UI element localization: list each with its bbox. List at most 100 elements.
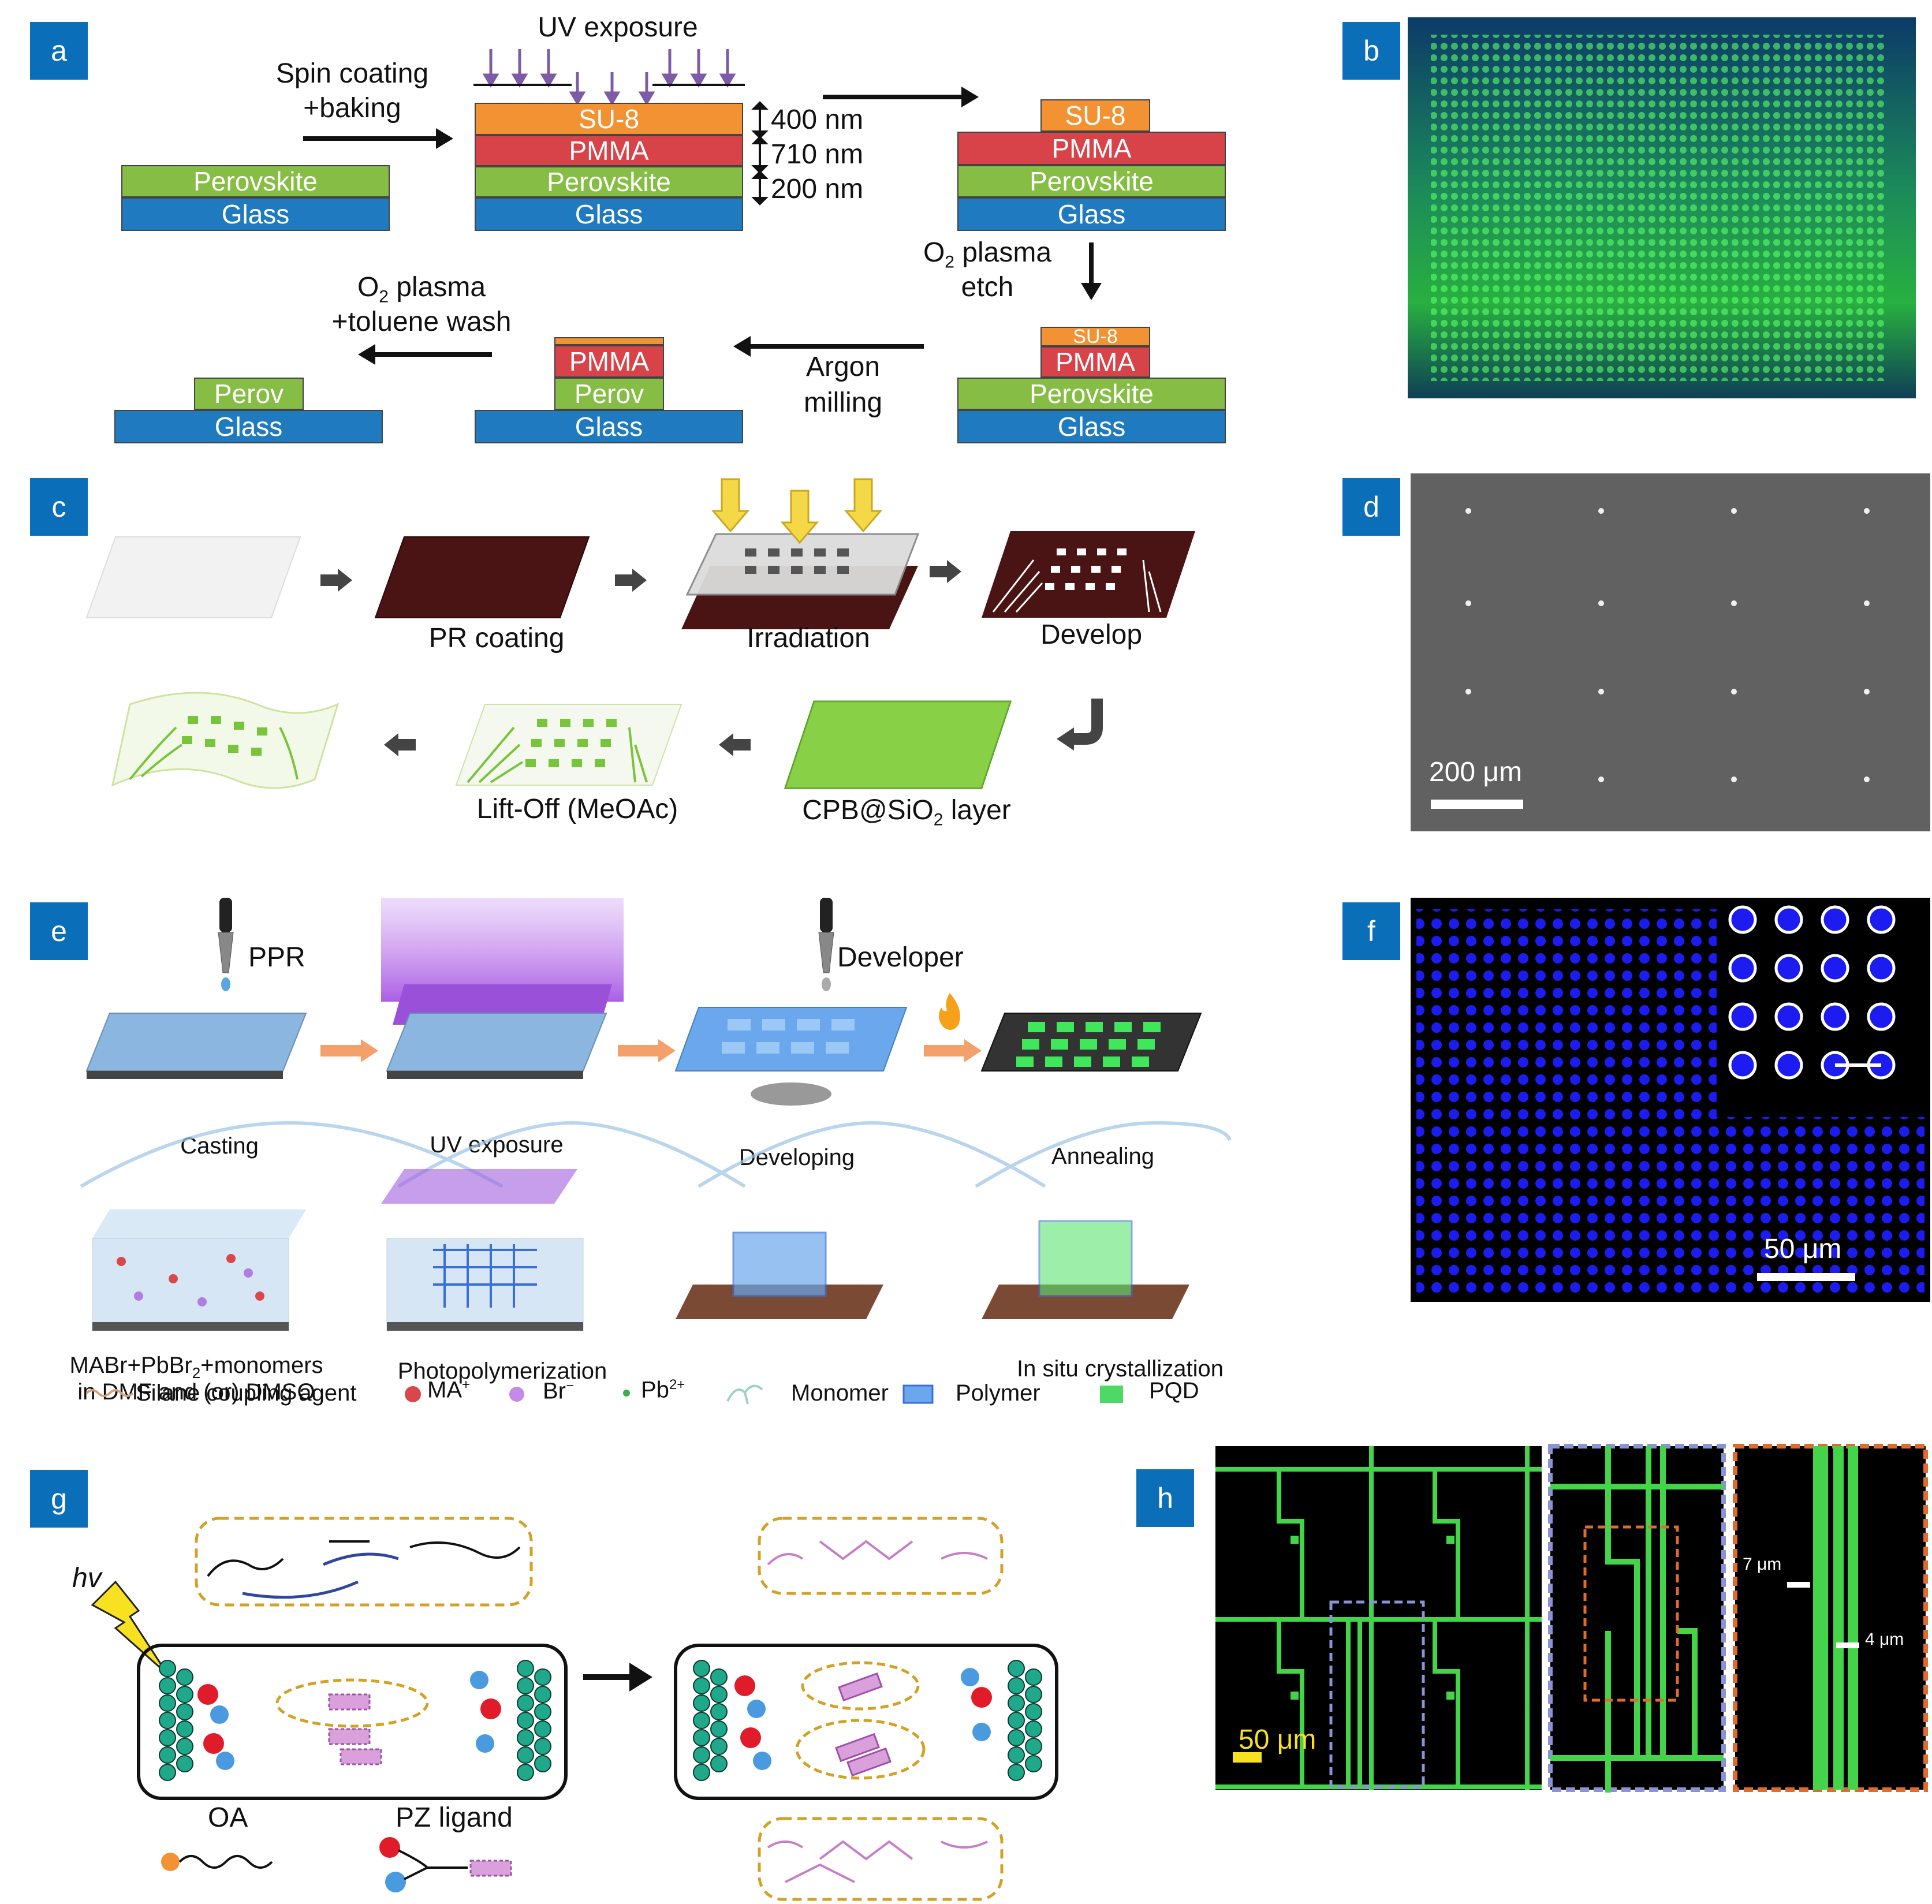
developing-label: Developing [739,1145,855,1170]
panel-b: b [1334,17,1932,421]
panel-a: a Perovskite Glass Spin coating +baking … [0,0,1374,450]
panel-tag-g: g [30,1470,88,1528]
oa-ligand-icon [161,1853,273,1871]
uv-arrows-icon [473,49,745,106]
panel-g: g hv [0,1466,1068,1904]
etch-label: etch [961,272,1014,303]
scale-bar-label: 50 μm [1239,1724,1316,1755]
panel-f: f 50 μm [1334,898,1932,1331]
arrow-left-icon [358,344,492,365]
scale-bar-label: 200 μm [1429,757,1523,787]
legend-br: Br− [543,1378,575,1404]
pb-legend-icon [623,1390,630,1397]
annealing-label: Annealing [1051,1144,1154,1169]
layer-su8: SU-8 [1040,99,1150,132]
pqd-legend-icon [1100,1386,1123,1403]
electrode-pattern-image-3 [1733,1444,1928,1792]
irradiation-mask-icon [681,478,920,629]
irradiation-label: Irradiation [747,623,870,654]
in-situ-crystallization-label: In situ crystallization [1017,1356,1224,1382]
legend-pb: Pb2+ [641,1377,685,1403]
polymer-legend-icon [902,1384,934,1404]
layer-glass: Glass [121,197,390,231]
pr-coating-label: PR coating [428,623,565,654]
width-7um-label: 7 μm [1743,1555,1782,1574]
width-4um-label: 4 μm [1865,1630,1904,1649]
crystallization-box-icon [982,1220,1189,1319]
layer-glass: Glass [475,197,743,231]
photopolymerization-label: Photopolymerization [397,1358,607,1384]
panel-c: c PR coating Irradiation Develop [0,473,1195,843]
layer-perov: Perov [554,378,664,410]
monomer-legend-icon [726,1384,763,1405]
arrow-right-icon [303,128,453,149]
arrow-right-icon [320,1039,378,1062]
panel-tag-b: b [1342,22,1400,80]
legend-monomer: Monomer [791,1380,889,1406]
pipette-icon [218,898,234,991]
legend-e: Silane coupling agent MA+ Br− Pb2+ Monom… [81,1377,1270,1412]
lift-off-pattern-icon [455,704,682,786]
thickness-200: 200 nm [771,174,864,204]
sem-dot-array-image [1411,473,1930,831]
layer-glass: Glass [957,197,1226,231]
br-legend-icon [509,1387,524,1402]
o2-plasma-label: O2 plasma [357,272,486,307]
panel-tag-c: c [30,478,88,536]
developing-substrate-icon [674,1007,908,1106]
layer-perov: Perov [194,378,304,410]
developer-label: Developer [837,942,964,973]
pz-ligand-icon [379,1837,512,1892]
pz-ligand-label: PZ ligand [396,1802,513,1833]
uv-substrate-icon [386,1013,607,1079]
flame-icon [939,993,960,1030]
layer-glass: Glass [114,410,383,443]
arrow-down-icon [1081,242,1102,300]
ligand-crosslink-before [137,1517,568,1800]
panel-tag-f: f [1342,902,1400,960]
green-pixel-array-image [1408,17,1916,398]
blue-dot-array-image [1411,898,1930,1302]
legend-pqd: PQD [1149,1378,1199,1403]
spin-coating-label: Spin coating [275,58,429,89]
casting-substrate-icon [85,1013,307,1079]
ligand-crosslink-after [674,1517,1058,1901]
precursor-box-icon [92,1209,306,1331]
layer-perovskite: Perovskite [475,166,743,197]
pipette-icon [818,898,834,991]
electrode-pattern-image-1 [1215,1446,1542,1790]
cpb-layer-substrate-icon [784,700,1012,789]
legend-silane: Silane coupling agent [136,1380,357,1406]
layer-perovskite: Perovskite [957,165,1226,197]
develop-label: Develop [1040,619,1143,650]
oa-label: OA [208,1802,248,1833]
arrow-return-icon [1057,699,1103,751]
layer-su8: SU-8 [475,103,743,135]
panel-d: d 200 μm [1334,473,1932,843]
layer-pmma: PMMA [957,132,1226,165]
layer-perovskite: Perovskite [957,378,1226,410]
o2-etch-label: O2 plasma [923,237,1052,272]
arrow-right-icon [823,87,979,107]
uv-exposure-label: UV exposure [538,12,698,43]
solvent-label: in DMF and (or) DMSO [77,1379,315,1405]
thickness-bracket-icon [751,101,769,206]
legend-ma: MA+ [427,1377,471,1403]
arrow-right-icon [924,1039,982,1062]
panel-e: e PPR Developer [0,898,1270,1417]
milling-label: milling [803,387,883,418]
panel-tag-e: e [30,902,88,960]
pr-coated-substrate-icon [374,536,590,618]
legend-polymer: Polymer [956,1380,1040,1406]
glow-separator [80,1121,1232,1188]
layer-glass: Glass [475,410,743,443]
substrate-blank-icon [85,536,301,618]
layer-pmma: PMMA [554,345,664,378]
precursor-label: MABr+PbBr2+monomers [69,1353,323,1382]
developed-pattern-icon [982,531,1195,618]
arrow-right-icon [615,569,647,592]
baking-label: +baking [303,93,401,124]
toluene-wash-label: +toluene wash [331,307,512,337]
hv-label: hv [72,1563,102,1593]
silane-legend-icon [85,1389,134,1397]
